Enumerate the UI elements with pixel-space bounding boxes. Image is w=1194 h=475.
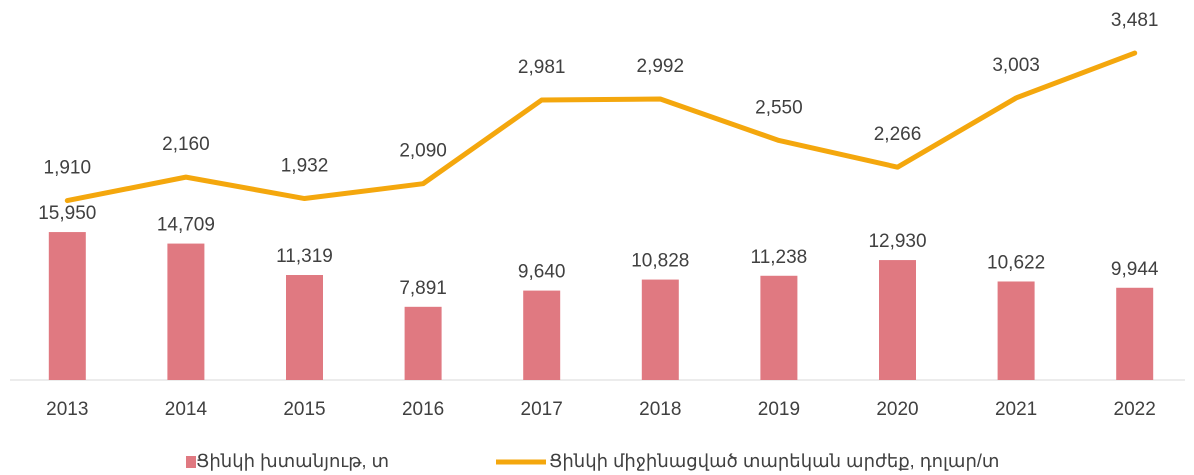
x-tick-label: 2017	[521, 399, 563, 420]
bar	[1116, 287, 1154, 380]
x-tick-label: 2014	[165, 399, 208, 420]
line-label: 3,481	[1111, 10, 1159, 31]
legend-label: Ցինկի միջինացված տարեկան արժեք, դոլար/տ	[549, 451, 999, 471]
bar-label: 11,319	[276, 246, 333, 267]
bar-label: 9,944	[1111, 259, 1159, 280]
x-tick-label: 2021	[995, 399, 1037, 420]
line-label: 2,266	[874, 124, 922, 145]
bar-label: 12,930	[868, 231, 926, 252]
x-tick-label: 2018	[639, 399, 681, 420]
bar	[879, 260, 916, 380]
line-label: 3,003	[992, 55, 1040, 76]
line-label: 1,910	[44, 158, 92, 179]
line-label: 2,981	[518, 57, 566, 78]
x-tick-label: 2022	[1114, 399, 1156, 420]
bar	[760, 275, 798, 380]
bar-label: 7,891	[399, 278, 447, 299]
bar	[167, 243, 205, 380]
bar-label: 9,640	[518, 262, 566, 283]
line-label: 2,160	[162, 134, 210, 155]
bar	[404, 306, 442, 380]
legend-swatch	[186, 456, 196, 468]
legend-label: Ցինկի խտանյութ, տ	[196, 451, 389, 471]
bar-label: 10,622	[987, 252, 1045, 273]
bar-label: 15,950	[38, 203, 96, 224]
line-label: 2,992	[637, 56, 685, 77]
line-label: 2,550	[755, 98, 803, 119]
x-tick-label: 2013	[46, 399, 88, 420]
line-label: 2,090	[399, 141, 447, 162]
bar	[641, 279, 679, 380]
bar	[286, 275, 323, 380]
bar	[48, 232, 86, 380]
x-tick-label: 2016	[402, 399, 444, 420]
bar	[523, 290, 561, 380]
bar-label: 10,828	[631, 251, 689, 272]
x-tick-label: 2019	[758, 399, 800, 420]
x-tick-label: 2020	[876, 399, 918, 420]
bar-label: 14,709	[157, 215, 215, 236]
x-tick-label: 2015	[283, 399, 325, 420]
line-label: 1,932	[281, 156, 329, 177]
line	[64, 50, 1138, 204]
bar	[997, 281, 1035, 380]
bar-label: 11,238	[751, 247, 808, 268]
